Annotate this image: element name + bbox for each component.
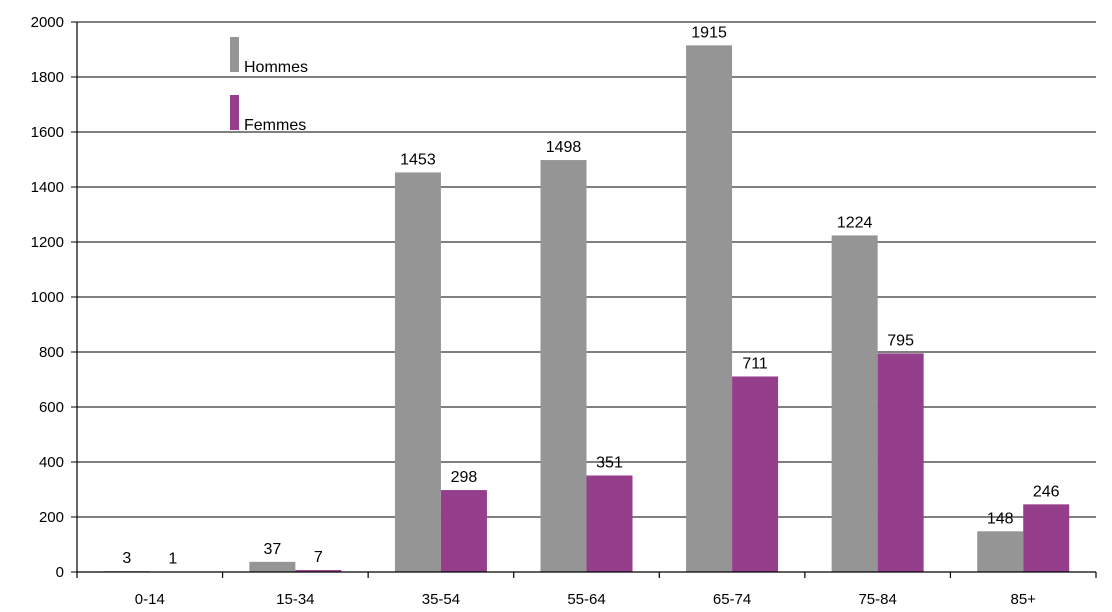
legend-label-femmes: Femmes [244, 117, 306, 134]
x-tick-label: 85+ [1010, 591, 1036, 608]
bar-femmes [1023, 504, 1070, 572]
legend-swatch-femmes [230, 95, 239, 130]
legend: Hommes Femmes [230, 37, 308, 134]
bar-hommes [686, 45, 733, 572]
y-tick-label: 1800 [31, 69, 64, 86]
x-tick-label: 75-84 [858, 591, 896, 608]
data-label: 298 [451, 469, 478, 486]
data-label: 246 [1033, 483, 1060, 500]
bar-hommes [249, 561, 296, 572]
y-tick-label: 1200 [31, 234, 64, 251]
bar-hommes [540, 160, 587, 573]
legend-swatch-hommes [230, 37, 239, 72]
data-labels: 3 1 37 7 1453 298 1498 351 1915 711 1224 795 148 246 [122, 24, 1059, 567]
data-label: 711 [742, 355, 768, 372]
x-tick-label: 55-64 [567, 591, 605, 608]
bar-femmes [586, 475, 633, 572]
data-label: 7 [314, 549, 323, 566]
x-tick-label: 0-14 [135, 591, 165, 608]
data-label: 1498 [546, 139, 582, 156]
data-label: 1 [168, 551, 177, 568]
x-tick-label: 65-74 [713, 591, 751, 608]
y-tick-label: 2000 [31, 14, 64, 31]
bar-femmes [440, 490, 487, 572]
data-label: 148 [987, 510, 1014, 527]
bars [103, 45, 1070, 573]
y-tick-label: 400 [39, 454, 64, 471]
bar-hommes [977, 531, 1024, 572]
x-tick-label: 15-34 [276, 591, 314, 608]
y-tick-label: 0 [56, 564, 64, 581]
y-tick-label: 200 [39, 509, 64, 526]
data-label: 795 [887, 332, 914, 349]
bar-femmes [295, 570, 342, 572]
x-tick-label: 35-54 [422, 591, 460, 608]
y-tick-label: 1000 [31, 289, 64, 306]
y-axis-ticks: 0 200 400 600 800 1000 1200 1400 1600 1800 2000 [31, 14, 77, 581]
legend-label-hommes: Hommes [244, 59, 308, 76]
bar-hommes [831, 235, 878, 572]
data-label: 37 [263, 541, 281, 558]
data-label: 1224 [837, 214, 873, 231]
y-tick-label: 1600 [31, 124, 64, 141]
y-tick-label: 1400 [31, 179, 64, 196]
bar-femmes [877, 353, 924, 572]
data-label: 351 [596, 454, 623, 471]
y-tick-label: 800 [39, 344, 64, 361]
x-axis-ticks: 0-14 15-34 35-54 55-64 65-74 75-84 85+ [76, 572, 1097, 608]
y-tick-label: 600 [39, 399, 64, 416]
bar-femmes [732, 376, 779, 572]
data-label: 1915 [691, 24, 727, 41]
data-label: 3 [122, 550, 131, 567]
data-label: 1453 [400, 151, 436, 168]
bar-hommes [394, 172, 441, 573]
